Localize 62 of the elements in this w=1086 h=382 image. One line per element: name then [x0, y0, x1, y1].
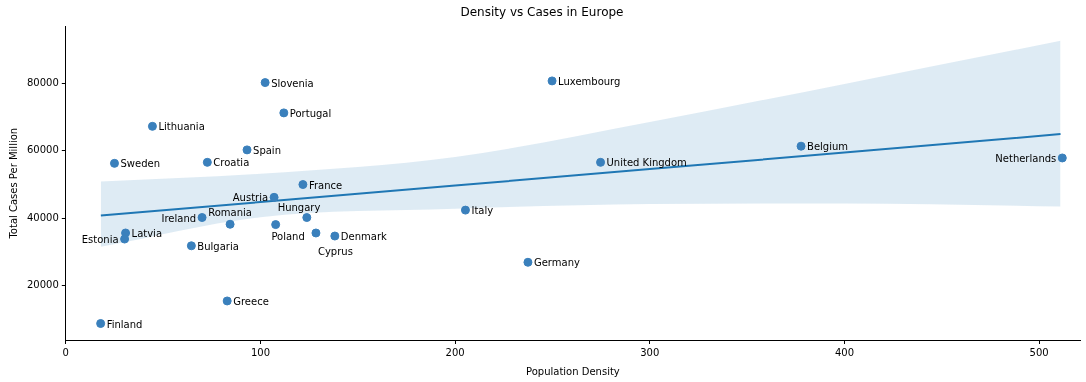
point — [596, 157, 606, 167]
annotation: Luxembourg — [558, 75, 621, 87]
point — [796, 141, 806, 151]
point — [197, 213, 207, 223]
annotation: Latvia — [131, 228, 163, 239]
point — [120, 234, 130, 244]
annotation: Spain — [253, 144, 281, 156]
point — [523, 257, 533, 267]
annotation: Romania — [208, 207, 252, 219]
annotation: Lithuania — [158, 121, 205, 133]
annotation: Sweden — [120, 158, 161, 170]
annotation: Hungary — [277, 201, 321, 213]
point — [96, 319, 106, 329]
point — [298, 180, 308, 190]
annotation: Denmark — [340, 231, 388, 243]
x-tick-label: 400 — [834, 346, 855, 358]
point — [547, 76, 557, 86]
point — [302, 213, 312, 223]
point — [225, 219, 235, 229]
x-axis-title: Population Density — [526, 365, 620, 377]
point — [279, 108, 289, 118]
point — [222, 296, 232, 306]
annotation: Croatia — [213, 157, 250, 169]
point — [109, 158, 119, 168]
y-axis-title: Total Cases Per Million — [7, 127, 19, 240]
annotation: Portugal — [289, 107, 332, 119]
annotation: Finland — [106, 318, 143, 330]
point — [186, 241, 196, 251]
x-tick-label: 500 — [1029, 346, 1049, 358]
annotation: Estonia — [81, 234, 119, 246]
point — [330, 231, 340, 241]
y-tick-label: 60000 — [27, 144, 59, 156]
x-tick-label: 300 — [640, 346, 660, 358]
annotation: Poland — [271, 230, 305, 242]
annotation: Germany — [533, 257, 580, 269]
annotation: Slovenia — [271, 77, 314, 89]
annotation: Netherlands — [995, 152, 1057, 164]
x-tick-label: 200 — [445, 346, 465, 358]
y-tick-label: 20000 — [27, 279, 59, 291]
point — [1057, 153, 1067, 163]
y-tick-label: 80000 — [27, 77, 59, 89]
annotation: United Kingdom — [606, 157, 687, 169]
annotation: Belgium — [807, 141, 849, 153]
point — [311, 228, 321, 238]
y-tick-label: 40000 — [27, 211, 59, 223]
annotation: Ireland — [161, 212, 197, 224]
point — [147, 121, 157, 131]
annotation: Italy — [471, 205, 494, 217]
x-tick-label: 100 — [250, 346, 271, 358]
point — [269, 192, 279, 202]
point — [460, 205, 470, 215]
annotation: Greece — [233, 295, 269, 307]
annotation: Bulgaria — [197, 240, 239, 252]
point — [242, 145, 252, 155]
annotation: Austria — [232, 192, 269, 204]
annotation: France — [308, 179, 343, 191]
point — [260, 78, 270, 88]
annotation: Cyprus — [317, 246, 353, 257]
chart-title: Density vs Cases in Europe — [460, 5, 624, 20]
point — [271, 220, 281, 230]
point — [202, 157, 212, 167]
x-tick-label: 0 — [62, 346, 69, 358]
